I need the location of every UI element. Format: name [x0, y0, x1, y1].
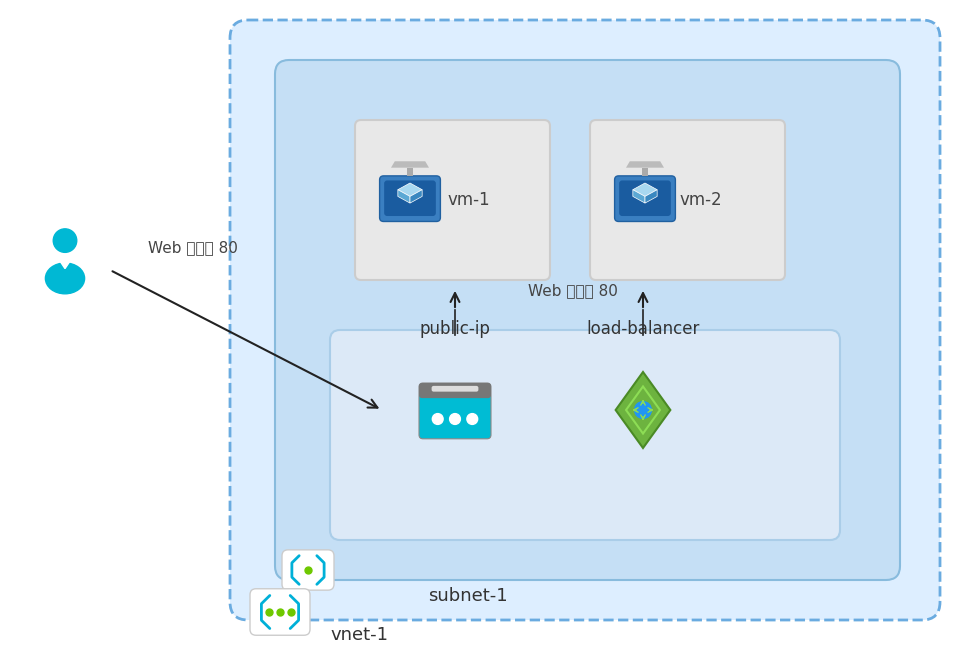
FancyBboxPatch shape: [282, 550, 334, 590]
Text: Web ポート 80: Web ポート 80: [148, 240, 237, 256]
Text: load-balancer: load-balancer: [586, 320, 700, 338]
FancyBboxPatch shape: [380, 176, 440, 221]
FancyBboxPatch shape: [619, 181, 671, 216]
Polygon shape: [641, 168, 648, 176]
Polygon shape: [645, 190, 657, 203]
Polygon shape: [60, 261, 70, 268]
FancyBboxPatch shape: [330, 330, 840, 540]
FancyBboxPatch shape: [230, 20, 940, 620]
FancyBboxPatch shape: [614, 176, 675, 221]
Polygon shape: [407, 168, 413, 176]
Text: vm-1: vm-1: [448, 191, 490, 209]
Ellipse shape: [46, 263, 84, 294]
Circle shape: [53, 229, 77, 252]
Circle shape: [432, 413, 443, 424]
Circle shape: [450, 413, 460, 424]
Text: vnet-1: vnet-1: [330, 626, 388, 644]
Polygon shape: [615, 372, 671, 448]
FancyBboxPatch shape: [250, 589, 310, 636]
FancyBboxPatch shape: [419, 383, 491, 398]
Polygon shape: [633, 190, 645, 203]
Text: vm-2: vm-2: [680, 191, 723, 209]
Polygon shape: [391, 161, 429, 168]
Polygon shape: [626, 161, 664, 168]
Polygon shape: [398, 183, 422, 197]
Text: public-ip: public-ip: [420, 320, 490, 338]
FancyBboxPatch shape: [275, 60, 900, 580]
Polygon shape: [410, 190, 422, 203]
Circle shape: [635, 401, 651, 418]
FancyBboxPatch shape: [419, 383, 491, 439]
Polygon shape: [633, 183, 657, 197]
FancyBboxPatch shape: [355, 120, 550, 280]
Circle shape: [467, 413, 478, 424]
FancyBboxPatch shape: [431, 386, 479, 391]
Text: Web ポート 80: Web ポート 80: [528, 283, 618, 298]
FancyBboxPatch shape: [590, 120, 785, 280]
Polygon shape: [398, 190, 410, 203]
Text: subnet-1: subnet-1: [428, 587, 508, 605]
FancyBboxPatch shape: [384, 181, 436, 216]
